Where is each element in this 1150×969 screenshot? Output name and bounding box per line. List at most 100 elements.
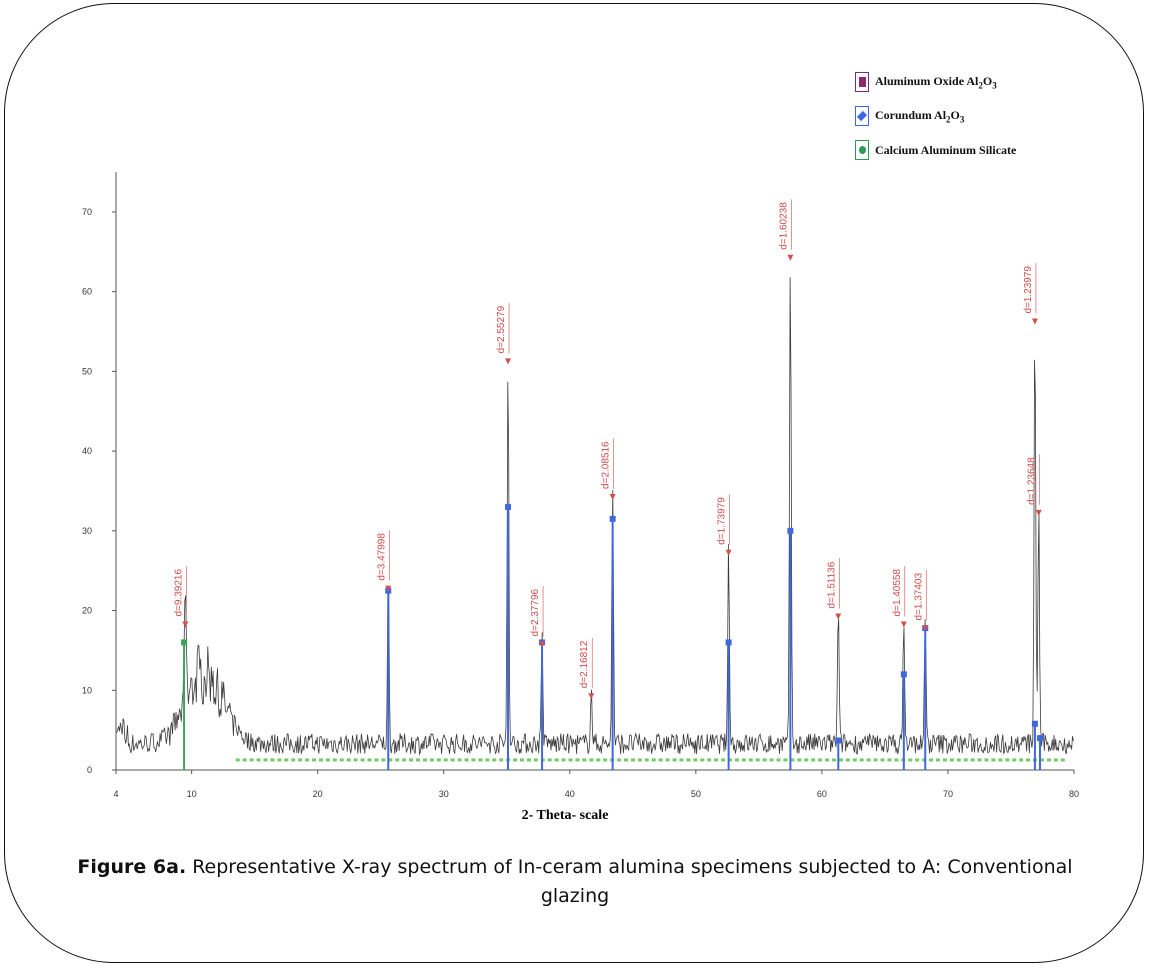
silicate-baseline-marker	[249, 758, 254, 762]
silicate-baseline-marker	[880, 758, 885, 762]
x-tick-label: 60	[817, 789, 827, 799]
silicate-baseline-marker	[762, 758, 767, 762]
silicate-baseline-marker	[478, 758, 483, 762]
silicate-baseline-marker	[776, 758, 781, 762]
silicate-baseline-marker	[1005, 758, 1010, 762]
legend-label: Calcium Aluminum Silicate	[875, 142, 1017, 157]
silicate-baseline-marker	[409, 758, 414, 762]
x-tick-label: 40	[565, 789, 575, 799]
green-baseline-markers	[235, 758, 1065, 762]
corundum-ref-marker	[1036, 735, 1043, 742]
peak-labels: d=9.39216 d=3.47998 d=2.55279 d=2.37796 d=2.…	[173, 199, 1042, 700]
corundum-ref-marker	[609, 515, 616, 522]
y-tick-label: 0	[87, 765, 92, 775]
circle-marker-icon	[855, 140, 869, 160]
silicate-baseline-marker	[464, 758, 469, 762]
silicate-baseline-marker	[429, 758, 434, 762]
y-tick-label: 10	[82, 685, 92, 695]
silicate-baseline-marker	[755, 758, 760, 762]
silicate-baseline-marker	[873, 758, 878, 762]
peak-marker-triangle	[385, 585, 392, 592]
silicate-baseline-marker	[346, 758, 351, 762]
silicate-baseline-marker	[575, 758, 580, 762]
peak-marker-triangle	[588, 693, 595, 700]
silicate-baseline-marker	[748, 758, 753, 762]
peak-d-label: d=1.37403	[913, 572, 924, 620]
x-axis-label: 2- Theta- scale	[521, 808, 609, 823]
peak-marker-triangle	[900, 621, 907, 628]
silicate-baseline-marker	[693, 758, 698, 762]
silicate-baseline-marker	[707, 758, 712, 762]
silicate-baseline-marker	[637, 758, 642, 762]
x-tick-label: 10	[187, 789, 197, 799]
caption-text: Representative X-ray spectrum of In-cera…	[186, 856, 1073, 907]
silicate-baseline-marker	[804, 758, 809, 762]
silicate-baseline-marker	[305, 758, 310, 762]
silicate-baseline-marker	[561, 758, 566, 762]
silicate-ref-marker	[181, 639, 188, 646]
silicate-baseline-marker	[450, 758, 455, 762]
legend-label: Aluminum Oxide Al2O3	[875, 73, 997, 91]
silicate-baseline-marker	[811, 758, 816, 762]
x-tick-label: 70	[943, 789, 953, 799]
legend: Aluminum Oxide Al2O3 Corundum Al2O3 Calciu…	[855, 65, 1016, 167]
silicate-baseline-marker	[596, 758, 601, 762]
silicate-baseline-marker	[831, 758, 836, 762]
peak-marker-triangle	[725, 549, 732, 556]
chart-axes: 0 10 20 30 40 50 60 70 4 10 20 30 40 50 60 70 80	[82, 172, 1079, 799]
silicate-baseline-marker	[499, 758, 504, 762]
silicate-baseline-marker	[1053, 758, 1058, 762]
legend-item: Aluminum Oxide Al2O3	[855, 65, 1016, 99]
silicate-baseline-marker	[714, 758, 719, 762]
peak-marker-triangle	[835, 613, 842, 620]
silicate-baseline-marker	[783, 758, 788, 762]
corundum-ref-marker	[787, 527, 794, 534]
silicate-baseline-marker	[374, 758, 379, 762]
silicate-baseline-marker	[700, 758, 705, 762]
silicate-baseline-marker	[623, 758, 628, 762]
peak-marker-triangle	[922, 625, 929, 632]
silicate-baseline-marker	[339, 758, 344, 762]
x-tick-label: 50	[691, 789, 701, 799]
corundum-ref-marker	[900, 671, 907, 678]
peak-marker-triangle	[609, 493, 616, 500]
peak-marker-triangle	[182, 621, 189, 628]
silicate-baseline-marker	[457, 758, 462, 762]
silicate-baseline-marker	[658, 758, 663, 762]
silicate-baseline-marker	[665, 758, 670, 762]
silicate-baseline-marker	[367, 758, 372, 762]
silicate-baseline-marker	[526, 758, 531, 762]
silicate-baseline-marker	[977, 758, 982, 762]
y-tick-label: 40	[82, 446, 92, 456]
silicate-baseline-marker	[1019, 758, 1024, 762]
silicate-baseline-marker	[554, 758, 559, 762]
silicate-baseline-marker	[381, 758, 386, 762]
silicate-baseline-marker	[866, 758, 871, 762]
silicate-baseline-marker	[1026, 758, 1031, 762]
peak-marker-triangle	[787, 254, 794, 261]
silicate-baseline-marker	[353, 758, 358, 762]
silicate-baseline-marker	[741, 758, 746, 762]
silicate-baseline-marker	[963, 758, 968, 762]
silicate-baseline-marker	[1046, 758, 1051, 762]
silicate-baseline-marker	[686, 758, 691, 762]
peak-d-label: d=1.23648	[1027, 457, 1038, 505]
silicate-baseline-marker	[998, 758, 1003, 762]
silicate-baseline-marker	[991, 758, 996, 762]
silicate-baseline-marker	[402, 758, 407, 762]
y-tick-label: 70	[82, 207, 92, 217]
silicate-baseline-marker	[485, 758, 490, 762]
silicate-baseline-marker	[887, 758, 892, 762]
silicate-baseline-marker	[513, 758, 518, 762]
peak-d-label: d=2.37796	[530, 588, 541, 636]
silicate-baseline-marker	[769, 758, 774, 762]
silicate-baseline-marker	[471, 758, 476, 762]
silicate-baseline-marker	[582, 758, 587, 762]
silicate-baseline-marker	[984, 758, 989, 762]
x-tick-label: 30	[439, 789, 449, 799]
silicate-baseline-marker	[242, 758, 247, 762]
y-tick-label: 30	[82, 526, 92, 536]
reference-markers	[181, 503, 1043, 770]
silicate-baseline-marker	[360, 758, 365, 762]
